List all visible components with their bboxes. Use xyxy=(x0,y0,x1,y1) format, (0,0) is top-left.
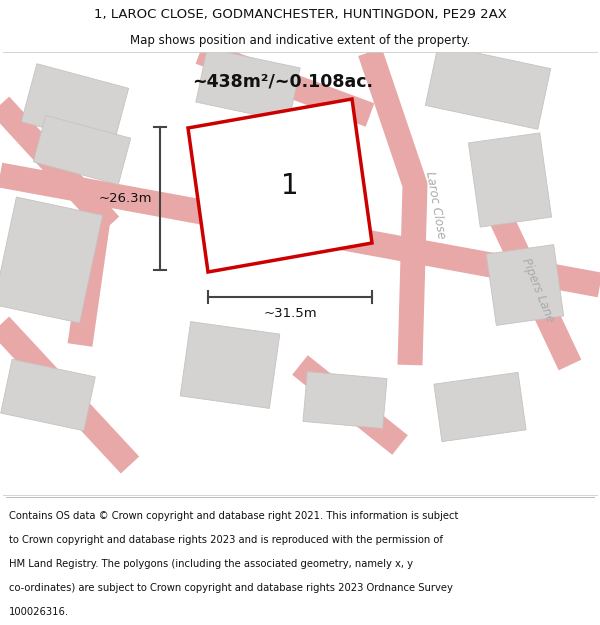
Text: Laroc Close: Laroc Close xyxy=(422,170,448,240)
Text: ~438m²/~0.108ac.: ~438m²/~0.108ac. xyxy=(192,72,373,90)
Polygon shape xyxy=(33,116,131,184)
Text: 1: 1 xyxy=(281,171,299,199)
Text: 1, LAROC CLOSE, GODMANCHESTER, HUNTINGDON, PE29 2AX: 1, LAROC CLOSE, GODMANCHESTER, HUNTINGDO… xyxy=(94,8,506,21)
Polygon shape xyxy=(469,133,551,227)
Polygon shape xyxy=(425,45,551,129)
Text: Pipers Lane: Pipers Lane xyxy=(519,256,557,324)
Polygon shape xyxy=(180,322,280,408)
Text: ~31.5m: ~31.5m xyxy=(263,307,317,320)
Polygon shape xyxy=(487,244,563,326)
Polygon shape xyxy=(188,99,372,272)
Polygon shape xyxy=(196,48,300,122)
Polygon shape xyxy=(22,64,128,146)
Text: co-ordinates) are subject to Crown copyright and database rights 2023 Ordnance S: co-ordinates) are subject to Crown copyr… xyxy=(9,582,453,592)
Text: ~26.3m: ~26.3m xyxy=(98,192,152,205)
Text: 100026316.: 100026316. xyxy=(9,607,69,617)
Polygon shape xyxy=(0,197,103,323)
Text: Map shows position and indicative extent of the property.: Map shows position and indicative extent… xyxy=(130,34,470,47)
Polygon shape xyxy=(434,372,526,442)
Text: HM Land Registry. The polygons (including the associated geometry, namely x, y: HM Land Registry. The polygons (includin… xyxy=(9,559,413,569)
Polygon shape xyxy=(1,359,95,431)
Text: to Crown copyright and database rights 2023 and is reproduced with the permissio: to Crown copyright and database rights 2… xyxy=(9,534,443,544)
Polygon shape xyxy=(303,372,387,428)
Text: Contains OS data © Crown copyright and database right 2021. This information is : Contains OS data © Crown copyright and d… xyxy=(9,511,458,521)
